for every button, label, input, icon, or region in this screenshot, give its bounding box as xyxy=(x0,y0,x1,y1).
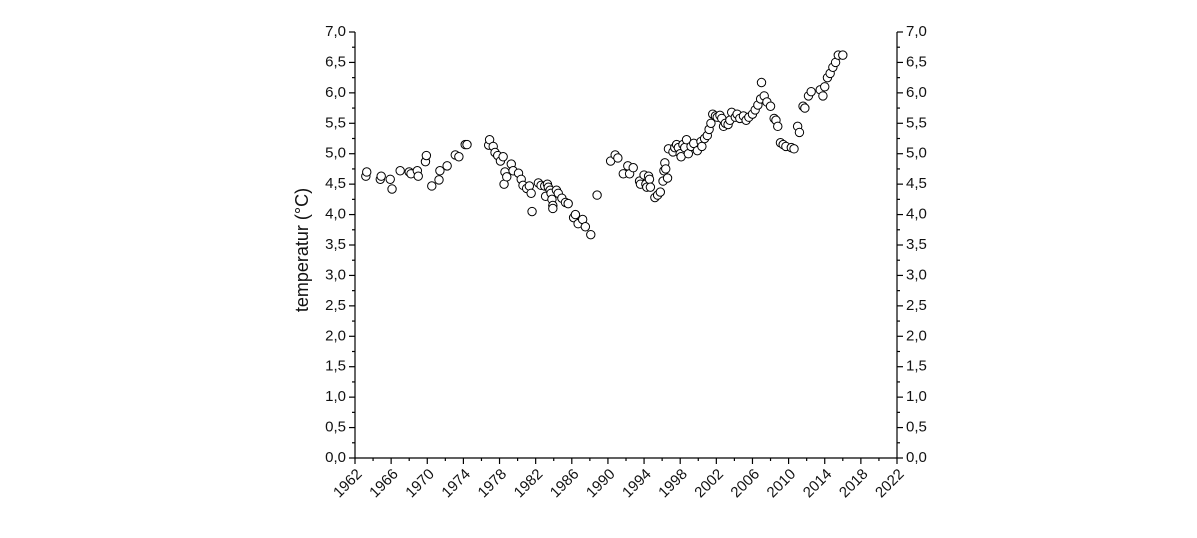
left-y-tick-label: 1,5 xyxy=(325,358,346,375)
data-point xyxy=(838,50,848,60)
x-tick-label: 2010 xyxy=(764,466,800,502)
y-axis-title-text: temperatur (°C) xyxy=(292,188,312,312)
right-y-tick-label: 0,5 xyxy=(906,419,927,436)
data-point xyxy=(697,141,707,152)
data-point xyxy=(706,118,716,128)
x-tick-label: 1998 xyxy=(655,466,691,502)
right-y-tick-label: 4,0 xyxy=(906,206,927,223)
data-point xyxy=(645,182,656,192)
data-point xyxy=(502,172,512,182)
x-tick-label: 1982 xyxy=(511,466,547,502)
x-tick-label: 1994 xyxy=(619,466,655,502)
left-y-tick-label: 1,0 xyxy=(325,388,346,405)
data-point xyxy=(789,144,799,154)
data-point xyxy=(570,209,581,220)
left-y-tick-label: 5,0 xyxy=(325,145,346,162)
x-tick-label: 1990 xyxy=(583,466,619,502)
right-y-tick-label: 3,0 xyxy=(906,266,927,283)
right-y-tick-label: 7,0 xyxy=(906,23,927,40)
right-y-tick-label: 1,5 xyxy=(906,358,927,375)
left-y-tick-label: 2,5 xyxy=(325,297,346,314)
data-point xyxy=(661,164,671,174)
x-tick-label: 2022 xyxy=(872,466,908,502)
data-point xyxy=(818,91,828,101)
x-tick-label: 1986 xyxy=(547,466,583,502)
x-tick-label: 2002 xyxy=(691,466,727,502)
right-y-tick-label: 4,5 xyxy=(906,175,927,192)
data-point xyxy=(376,171,386,181)
data-point xyxy=(434,175,444,185)
data-point xyxy=(387,184,397,194)
right-y-tick-label: 0,0 xyxy=(906,449,927,466)
data-point xyxy=(820,82,830,92)
right-y-tick-label: 3,5 xyxy=(906,236,927,253)
data-point xyxy=(548,203,558,214)
left-y-tick-label: 2,0 xyxy=(325,327,346,344)
data-point xyxy=(613,153,623,163)
data-point xyxy=(395,166,405,176)
left-y-tick-label: 6,5 xyxy=(325,53,346,70)
axes xyxy=(354,32,898,459)
left-y-tick-label: 0,0 xyxy=(325,449,346,466)
data-point xyxy=(435,166,445,176)
left-y-tick-label: 6,0 xyxy=(325,84,346,101)
x-tick-label: 1962 xyxy=(330,466,366,502)
data-point xyxy=(794,127,805,138)
data-point xyxy=(800,103,810,113)
data-point xyxy=(586,229,596,240)
data-point xyxy=(362,167,372,177)
data-point xyxy=(498,152,508,162)
data-point xyxy=(421,150,432,161)
x-tick-label: 1966 xyxy=(366,466,402,502)
left-y-tick-label: 4,5 xyxy=(325,175,346,192)
x-tick-label: 2014 xyxy=(800,466,836,502)
data-point xyxy=(563,198,573,209)
right-y-tick-label: 2,0 xyxy=(906,327,927,344)
x-tick-label: 1974 xyxy=(438,466,474,502)
data-point xyxy=(773,121,783,132)
right-y-tick-label: 1,0 xyxy=(906,388,927,405)
data-point xyxy=(413,171,423,181)
right-y-tick-label: 6,5 xyxy=(906,53,927,70)
left-y-tick-label: 7,0 xyxy=(325,23,346,40)
left-y-tick-label: 4,0 xyxy=(325,206,346,223)
x-tick-label: 1970 xyxy=(402,466,438,502)
x-tick-label: 2018 xyxy=(836,466,872,502)
data-point xyxy=(385,174,395,184)
data-point xyxy=(427,181,437,191)
data-point xyxy=(526,188,536,198)
right-y-tick-label: 2,5 xyxy=(906,297,927,314)
left-y-tick-label: 3,0 xyxy=(325,266,346,283)
data-point xyxy=(662,173,673,183)
data-point xyxy=(628,163,638,173)
data-point xyxy=(580,222,591,232)
left-y-axis: 0,0 0,5 1,0 1,5 2,0 2,5 3,0 3,5 4,0 4,5 5,0 5,5 6,0 6… xyxy=(325,23,355,466)
data-point xyxy=(806,86,816,97)
x-tick-label: 2006 xyxy=(727,466,763,502)
left-y-tick-label: 0,5 xyxy=(325,419,346,436)
data-point xyxy=(462,139,472,150)
left-y-tick-label: 5,5 xyxy=(325,114,346,131)
right-y-tick-label: 5,0 xyxy=(906,145,927,162)
data-point xyxy=(644,174,655,184)
data-point xyxy=(527,206,537,217)
right-y-axis: 0,0 0,5 1,0 1,5 2,0 2,5 3,0 3,5 4,0 4,5 5,0 5,5 6,0 6… xyxy=(897,23,927,466)
data-point xyxy=(454,152,464,162)
left-y-tick-label: 3,5 xyxy=(325,236,346,253)
right-y-tick-label: 6,0 xyxy=(906,84,927,101)
data-point xyxy=(592,190,602,200)
x-tick-label: 1978 xyxy=(475,466,511,502)
y-axis-title: temperatur (°C) xyxy=(292,188,312,312)
data-points xyxy=(361,50,848,240)
right-y-tick-label: 5,5 xyxy=(906,114,927,131)
data-point xyxy=(765,101,776,111)
data-point xyxy=(756,77,767,88)
data-point xyxy=(681,135,692,145)
data-point xyxy=(442,161,452,171)
data-point xyxy=(655,187,666,197)
x-axis: 1962 1966 1970 1974 1978 1982 1986 1990 1994 1998… xyxy=(330,458,908,501)
